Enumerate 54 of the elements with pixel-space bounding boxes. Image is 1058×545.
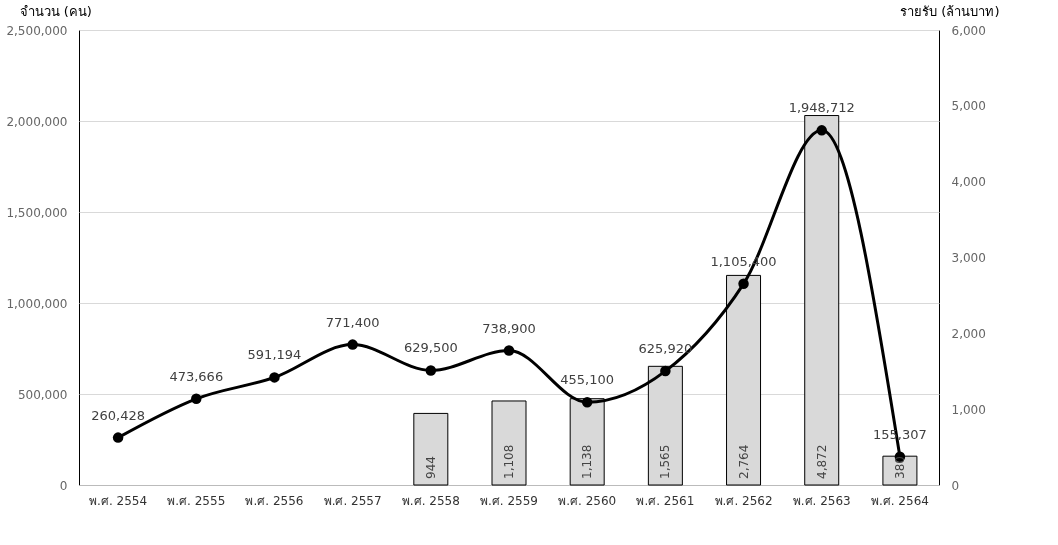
x-tick-label: พ.ศ. 2555 xyxy=(167,493,226,508)
data-label: 473,666 xyxy=(169,368,224,384)
point xyxy=(112,432,124,443)
y2-tick-label: 6,000 xyxy=(951,23,986,38)
point xyxy=(738,278,749,290)
data-label: 380 xyxy=(892,456,907,479)
y2-axis-title: รายรับ (ล้านบาท) xyxy=(900,3,1000,19)
point xyxy=(503,345,515,356)
y2-tick-label: 0 xyxy=(951,478,960,493)
data-label: 625,920 xyxy=(638,341,693,357)
y-tick-label: 1,000,000 xyxy=(6,296,68,311)
x-tick-label: พ.ศ. 2562 xyxy=(714,493,773,508)
point xyxy=(660,365,671,377)
y-tick-label: 1,500,000 xyxy=(6,205,68,220)
bar xyxy=(491,400,527,486)
y2-tick-label: 5,000 xyxy=(951,99,986,114)
data-label: 1,138 xyxy=(580,444,595,479)
y2-tick-label: 2,000 xyxy=(951,326,986,341)
x-tick-label: พ.ศ. 2557 xyxy=(323,493,382,508)
y2-tick-label: 4,000 xyxy=(951,175,986,190)
x-tick-label: พ.ศ. 2560 xyxy=(558,493,617,508)
data-label: 771,400 xyxy=(325,314,380,330)
point xyxy=(581,396,593,408)
y-tick-label: 2,500,000 xyxy=(6,23,68,38)
x-tick-label: พ.ศ. 2556 xyxy=(245,493,304,508)
bar xyxy=(413,412,449,486)
y2-tick-label: 1,000 xyxy=(951,402,986,417)
data-label: 1,108 xyxy=(502,444,516,479)
y-tick-label: 500,000 xyxy=(17,387,68,402)
data-label: 1,948,712 xyxy=(788,100,855,116)
x-tick-label: พ.ศ. 2563 xyxy=(792,493,851,508)
x-tick-label: พ.ศ. 2561 xyxy=(636,493,695,508)
data-label: 944 xyxy=(423,456,438,479)
point xyxy=(269,372,280,383)
x-tick-label: พ.ศ. 2554 xyxy=(89,493,148,508)
data-label: 455,100 xyxy=(560,372,615,388)
y-tick-label: 2,000,000 xyxy=(6,114,68,129)
x-tick-label: พ.ศ. 2564 xyxy=(870,493,929,508)
point xyxy=(816,125,827,136)
y2-tick-label: 3,000 xyxy=(951,251,986,265)
data-label: 738,900 xyxy=(482,320,536,336)
data-label: 4,872 xyxy=(814,444,829,479)
point xyxy=(191,393,202,405)
data-label: 1,565 xyxy=(658,444,673,479)
y-axis-title: จำนวน (คน) xyxy=(19,3,92,19)
data-label: 629,500 xyxy=(403,340,458,356)
point xyxy=(347,339,358,350)
x-tick-label: พ.ศ. 2558 xyxy=(401,493,460,508)
data-label: 591,194 xyxy=(247,347,302,363)
y-tick-label: 0 xyxy=(59,478,68,493)
x-tick-label: พ.ศ. 2559 xyxy=(480,493,538,508)
data-label: 260,428 xyxy=(91,407,145,423)
data-label: 2,764 xyxy=(736,444,751,479)
point xyxy=(425,365,437,376)
